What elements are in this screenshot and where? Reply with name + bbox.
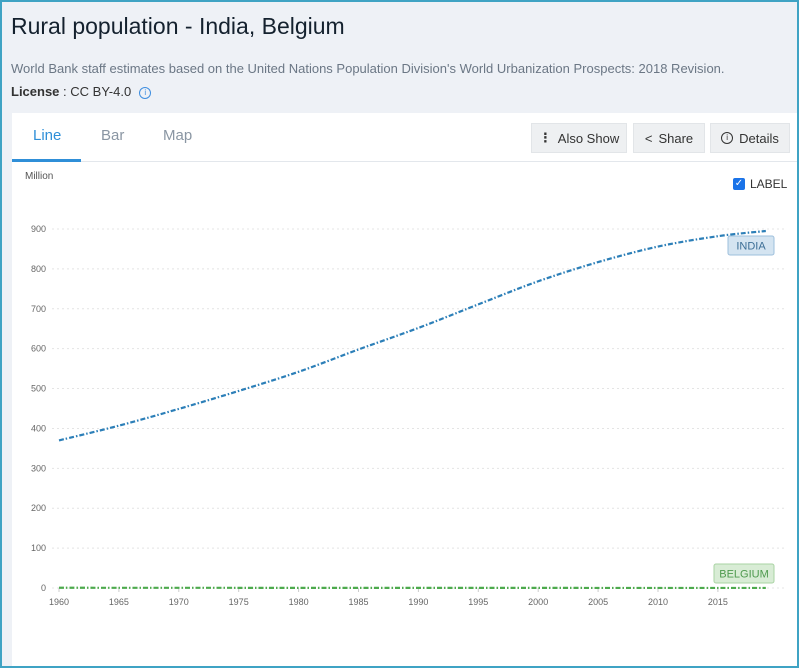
x-tick-label: 1965 [109, 597, 129, 607]
y-tick-label: 900 [31, 224, 46, 234]
series-label-box [727, 235, 775, 256]
share-label: Share [658, 130, 694, 146]
tab-bar: Line Bar Map ⋮ Also Show < Share i Details [12, 113, 797, 162]
page-title: Rural population - India, Belgium [11, 13, 345, 39]
x-tick-label: 1995 [468, 597, 488, 607]
share-button[interactable]: < Share [633, 123, 705, 153]
also-show-button[interactable]: ⋮ Also Show [531, 123, 627, 153]
tab-map[interactable]: Map [163, 127, 193, 144]
x-tick-label: 1960 [49, 597, 69, 607]
y-tick-label: 500 [31, 384, 46, 394]
y-tick-label: 100 [31, 543, 46, 553]
y-tick-label: 400 [31, 423, 46, 433]
series-label-belgium: BELGIUM [719, 569, 769, 581]
also-show-label: Also Show [557, 130, 620, 146]
license-label: License [11, 84, 60, 99]
x-tick-label: 2000 [528, 597, 548, 607]
y-tick-label: 800 [31, 264, 46, 274]
active-tab-indicator [12, 159, 81, 162]
tab-line[interactable]: Line [33, 127, 62, 144]
x-tick-label: 2010 [648, 597, 668, 607]
y-tick-label: 600 [31, 344, 46, 354]
series-line-india [58, 229, 766, 442]
share-icon: < [644, 130, 653, 146]
x-tick-label: 1985 [348, 597, 368, 607]
license: License : CC BY-4.0 i [11, 84, 152, 99]
info-icon[interactable]: i [139, 87, 152, 99]
series-label-box [713, 563, 775, 584]
details-label: Details [739, 130, 779, 146]
x-tick-label: 2005 [588, 597, 608, 607]
y-tick-label: 700 [31, 304, 46, 314]
tab-bar-chart[interactable]: Bar [101, 127, 125, 144]
label-toggle[interactable]: ✓ LABEL [733, 177, 787, 191]
source-note: World Bank staff estimates based on the … [11, 61, 725, 76]
x-tick-label: 1980 [289, 597, 309, 607]
more-vertical-icon: ⋮ [538, 130, 552, 145]
series-label-india: INDIA [736, 241, 766, 253]
info-icon: i [721, 132, 734, 144]
y-axis-unit: Million [25, 171, 54, 182]
y-tick-label: 0 [41, 583, 46, 593]
chart-card: Line Bar Map ⋮ Also Show < Share i Details … [12, 113, 797, 666]
x-tick-label: 1990 [408, 597, 428, 607]
details-button[interactable]: i Details [710, 123, 790, 153]
y-tick-label: 300 [31, 463, 46, 473]
y-tick-label: 200 [31, 503, 46, 513]
label-toggle-text: LABEL [750, 177, 788, 191]
x-tick-label: 1975 [229, 597, 249, 607]
checkbox-checked-icon[interactable]: ✓ [733, 178, 745, 190]
x-tick-label: 2015 [708, 597, 728, 607]
license-value: : CC BY-4.0 [59, 84, 132, 99]
x-tick-label: 1970 [169, 597, 189, 607]
